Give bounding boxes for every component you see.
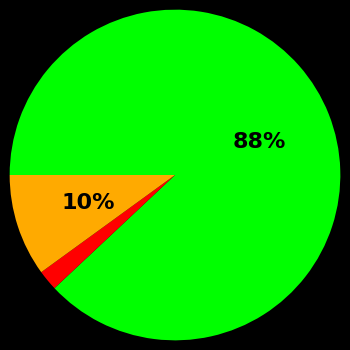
Wedge shape (10, 10, 340, 340)
Wedge shape (41, 175, 175, 288)
Wedge shape (10, 175, 175, 272)
Text: 10%: 10% (62, 193, 115, 213)
Text: 88%: 88% (233, 132, 286, 152)
